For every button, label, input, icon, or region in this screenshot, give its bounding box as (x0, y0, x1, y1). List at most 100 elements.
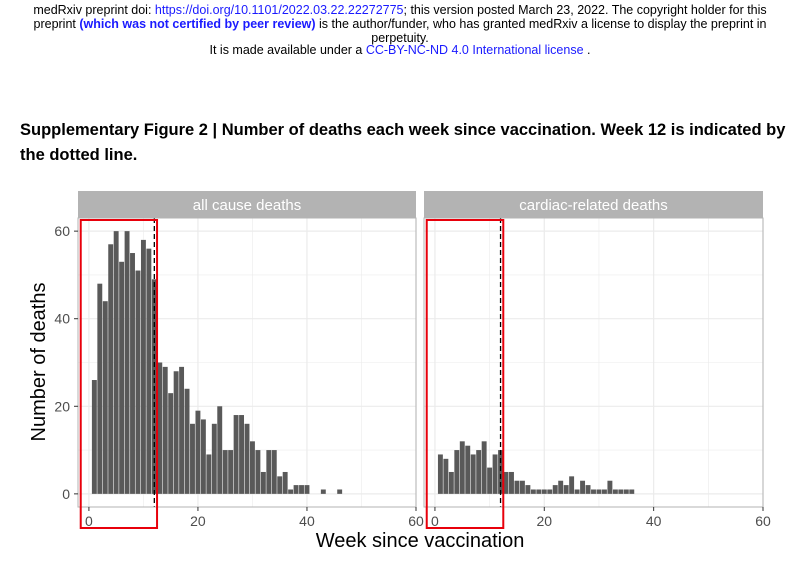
bar-week-28 (239, 415, 245, 494)
bar-week-23 (211, 423, 217, 494)
bar-week-6 (119, 261, 125, 494)
bar-week-27 (580, 480, 586, 494)
bar-week-3 (102, 301, 108, 494)
bar-week-22 (206, 454, 212, 494)
bar-week-5 (459, 441, 465, 494)
figure-caption: Supplementary Figure 2 | Number of death… (20, 121, 786, 164)
bar-week-19 (536, 489, 542, 494)
facet-strip-label: cardiac-related deaths (519, 197, 667, 214)
preprint-notice-line2: preprint (which was not certified by pee… (33, 17, 767, 31)
bar-week-5 (113, 231, 119, 494)
bar-week-3 (448, 471, 454, 494)
bar-week-39 (299, 485, 304, 494)
bar-week-21 (547, 489, 553, 494)
bar-week-26 (574, 489, 580, 494)
bar-week-24 (217, 406, 223, 494)
bar-week-18 (530, 489, 536, 494)
bar-week-32 (607, 480, 613, 494)
bar-week-21 (200, 419, 206, 494)
bar-week-12 (498, 450, 504, 494)
bar-week-20 (541, 489, 547, 494)
bar-week-11 (492, 454, 498, 494)
bar-week-36 (282, 471, 288, 494)
bar-week-4 (454, 450, 460, 494)
x-tick-label: 20 (537, 513, 553, 529)
bar-week-9 (481, 441, 487, 494)
highlight-box (79, 219, 159, 529)
bar-week-37 (288, 489, 294, 494)
bar-week-38 (293, 485, 299, 494)
license-notice: It is made available under a CC-BY-NC-ND… (209, 43, 591, 57)
bar-week-20 (195, 410, 201, 494)
bar-week-2 (97, 283, 103, 494)
bar-week-14 (162, 366, 168, 494)
bar-week-6 (465, 445, 471, 494)
panel-border (423, 217, 764, 508)
bar-week-35 (623, 489, 629, 494)
peer-review-notice: (which was not certified by peer review) (79, 17, 316, 31)
bar-week-25 (569, 476, 575, 494)
bar-week-7 (470, 454, 476, 494)
bar-week-23 (558, 480, 564, 494)
facet-panel-2: cardiac-related deaths 0 20 40 60 (423, 191, 771, 529)
x-tick-label: 20 (190, 513, 206, 529)
bar-week-13 (503, 471, 509, 494)
bar-week-16 (173, 371, 179, 494)
bar-week-35 (277, 476, 283, 494)
bar-week-2 (443, 458, 449, 494)
bar-week-28 (585, 485, 591, 494)
bar-week-8 (130, 253, 135, 494)
bar-week-34 (271, 450, 277, 494)
bar-week-13 (157, 362, 163, 494)
bar-week-15 (514, 480, 520, 494)
bar-week-11 (146, 248, 152, 494)
bar-week-19 (190, 423, 195, 494)
bar-week-27 (233, 415, 239, 494)
bar-week-36 (629, 489, 635, 494)
bar-week-32 (260, 471, 266, 494)
bar-week-8 (476, 450, 482, 494)
y-axis-title: Number of deaths (28, 283, 50, 442)
bar-week-46 (337, 489, 343, 494)
bar-week-22 (552, 485, 558, 494)
bar-week-30 (596, 489, 602, 494)
x-tick-label: 40 (299, 513, 315, 529)
bar-week-31 (601, 489, 607, 494)
bar-week-33 (266, 450, 272, 494)
bar-week-31 (255, 450, 261, 494)
bar-week-30 (249, 441, 255, 494)
y-tick-label: 0 (62, 486, 70, 502)
bar-week-17 (525, 485, 531, 494)
license-link[interactable]: CC-BY-NC-ND 4.0 International license (365, 43, 584, 57)
bar-week-29 (244, 423, 250, 494)
x-tick-label: 40 (646, 513, 662, 529)
panel-border (77, 217, 417, 508)
highlight-box (425, 219, 505, 529)
y-tick-label: 40 (54, 311, 70, 327)
bar-week-17 (179, 366, 185, 494)
facet-panel-1: all cause deaths 0 20 40 60 0 20 40 60 (54, 191, 424, 529)
bar-week-43 (320, 489, 326, 494)
x-tick-label: 60 (408, 513, 424, 529)
x-tick-label: 0 (431, 513, 439, 529)
bar-week-1 (91, 380, 97, 494)
bar-week-24 (563, 485, 569, 494)
bar-week-10 (140, 239, 146, 494)
bar-week-16 (519, 480, 525, 494)
bar-week-4 (108, 244, 114, 494)
bar-week-15 (168, 393, 174, 494)
bar-week-7 (124, 231, 130, 494)
x-tick-label: 0 (85, 513, 93, 529)
bar-week-40 (304, 485, 310, 494)
y-tick-label: 20 (54, 398, 70, 414)
facet-strip (78, 191, 416, 218)
facet-strip (424, 191, 763, 218)
bar-week-10 (487, 467, 493, 494)
bar-week-29 (591, 489, 596, 494)
bar-week-9 (135, 270, 141, 494)
doi-link[interactable]: https://doi.org/10.1101/2022.03.22.22272… (154, 3, 404, 17)
preprint-notice-line3: perpetuity. (371, 31, 429, 45)
x-axis-title: Week since vaccination (316, 530, 525, 552)
preprint-notice-line1: medRxiv preprint doi: https://doi.org/10… (33, 3, 767, 17)
